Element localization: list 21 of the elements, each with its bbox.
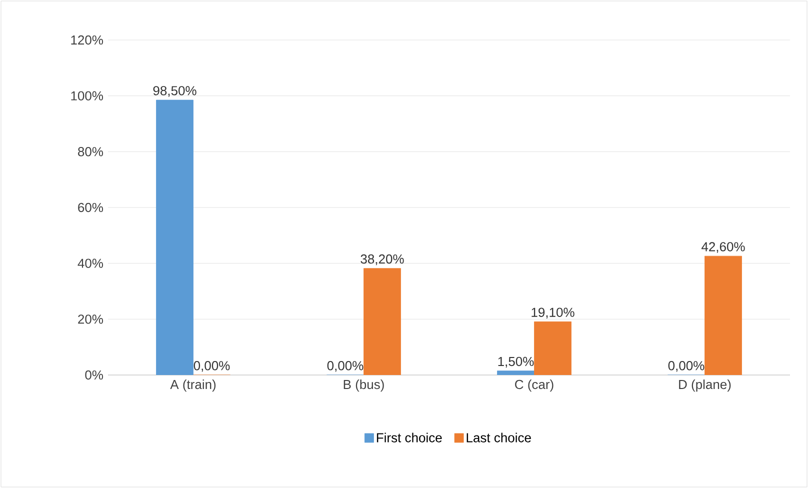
legend-label: Last choice xyxy=(466,432,531,442)
legend-label: First choice xyxy=(376,432,442,442)
data-label: 0,00% xyxy=(668,361,704,372)
y-tick-label: 120% xyxy=(71,35,103,45)
data-label: 38,20% xyxy=(360,254,404,266)
y-tick-label: 40% xyxy=(78,258,103,268)
x-tick-label: B (bus) xyxy=(344,380,384,392)
data-label: 0,00% xyxy=(194,361,230,372)
x-tick-label: D (plane) xyxy=(679,380,731,392)
data-label: 42,60% xyxy=(702,242,745,253)
y-tick-label: 20% xyxy=(78,314,103,324)
y-tick-label: 0% xyxy=(85,370,103,380)
y-tick-label: 100% xyxy=(71,91,103,100)
x-tick-label: A (train) xyxy=(170,380,216,392)
x-tick-label: C (car) xyxy=(515,380,554,392)
data-label: 1,50% xyxy=(498,356,534,368)
data-label: 0,00% xyxy=(327,361,364,372)
y-tick-label: 60% xyxy=(78,202,103,212)
data-label: 98,50% xyxy=(153,86,196,97)
data-label: 19,10% xyxy=(532,308,574,318)
y-tick-label: 80% xyxy=(78,147,103,156)
